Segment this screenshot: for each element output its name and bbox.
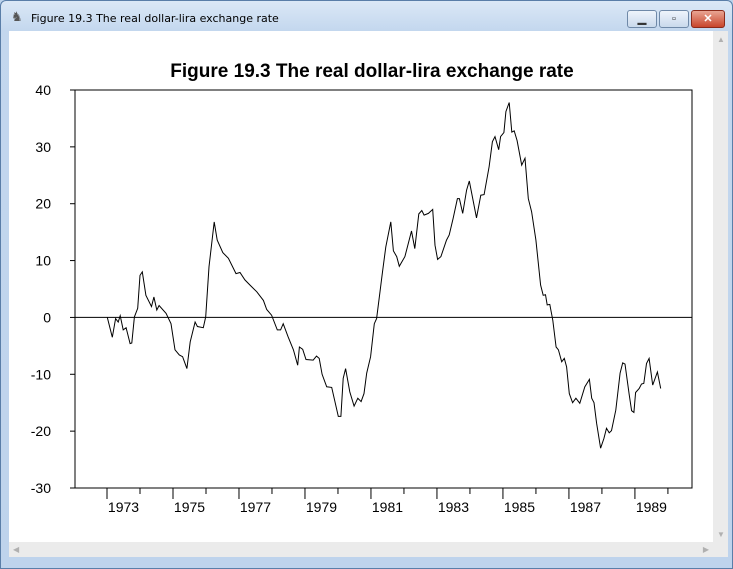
x-tick-label: 1975 xyxy=(174,499,205,515)
maximize-icon: ▫ xyxy=(672,13,676,25)
x-tick-label: 1981 xyxy=(372,499,403,515)
scroll-down-icon[interactable]: ▼ xyxy=(717,530,725,539)
y-tick-label: 0 xyxy=(43,309,51,325)
y-tick-label: 20 xyxy=(35,196,51,212)
x-tick-label: 1973 xyxy=(108,499,139,515)
close-icon: ✕ xyxy=(703,13,713,25)
y-tick-label: -10 xyxy=(31,366,51,382)
y-tick-label: 40 xyxy=(35,82,51,98)
close-button[interactable]: ✕ xyxy=(691,10,725,28)
plot-frame xyxy=(74,89,693,489)
y-tick-label: 10 xyxy=(35,253,51,269)
minimize-icon: ▁ xyxy=(637,13,647,25)
x-tick-label: 1983 xyxy=(438,499,469,515)
horizontal-scrollbar[interactable]: ◀ ▶ xyxy=(9,542,713,557)
scroll-left-icon[interactable]: ◀ xyxy=(13,545,20,554)
scroll-right-icon[interactable]: ▶ xyxy=(702,545,709,554)
chart-title: Figure 19.3 The real dollar-lira exchang… xyxy=(170,61,573,82)
minimize-button[interactable]: ▁ xyxy=(627,10,657,28)
y-tick-label: 30 xyxy=(35,139,51,155)
series-line xyxy=(106,102,662,449)
x-tick-label: 1977 xyxy=(240,499,271,515)
resize-grip[interactable] xyxy=(713,542,728,557)
scroll-up-icon[interactable]: ▲ xyxy=(717,35,725,44)
vertical-scrollbar[interactable]: ▲ ▼ xyxy=(713,31,728,542)
app-icon: ♞ xyxy=(11,9,23,24)
window-title: Figure 19.3 The real dollar-lira exchang… xyxy=(31,12,279,25)
y-tick-label: -20 xyxy=(31,423,51,439)
x-tick-label: 1985 xyxy=(504,499,535,515)
x-tick-label: 1979 xyxy=(306,499,337,515)
title-bar[interactable]: ♞ Figure 19.3 The real dollar-lira excha… xyxy=(1,1,732,31)
maximize-button[interactable]: ▫ xyxy=(659,10,689,28)
x-tick-label: 1989 xyxy=(636,499,667,515)
y-tick-label: -30 xyxy=(31,480,51,496)
chart-canvas xyxy=(9,31,713,542)
x-tick-label: 1987 xyxy=(570,499,601,515)
